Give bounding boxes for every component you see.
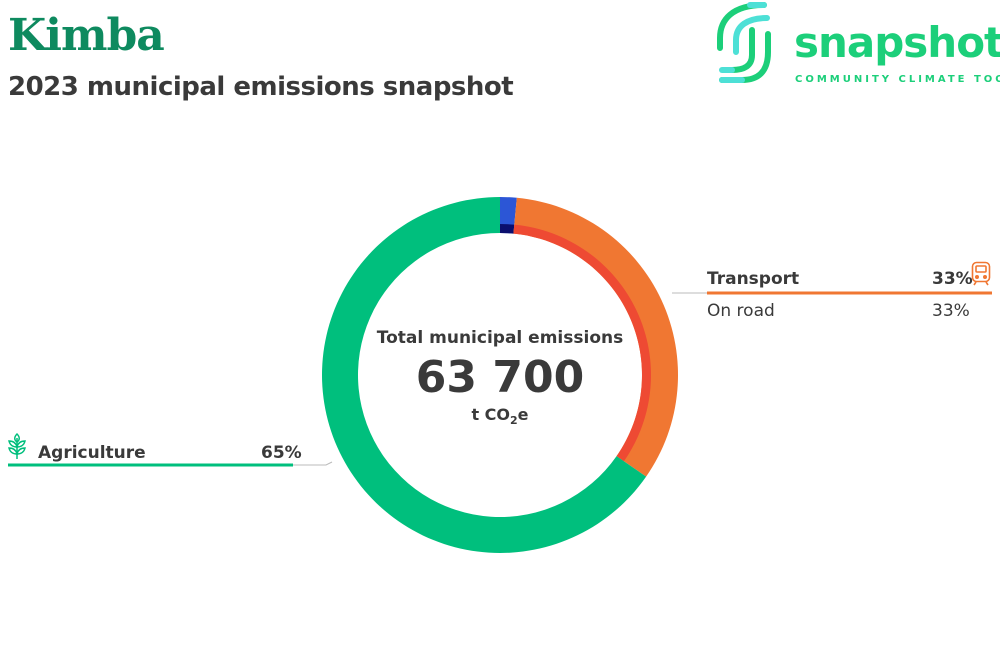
total-label: Total municipal emissions xyxy=(376,328,624,348)
agriculture-connector-line xyxy=(293,461,333,466)
agriculture-label: Agriculture xyxy=(38,443,146,463)
snapshot-logo: snapshot COMMUNITY CLIMATE TOOL xyxy=(712,0,1000,95)
transport-arc xyxy=(513,197,678,477)
transport-label: Transport xyxy=(707,269,800,289)
on-road-inner-arc xyxy=(513,224,651,462)
on-road-label: On road xyxy=(707,301,775,321)
logo-wordmark: snapshot xyxy=(794,18,1000,67)
transport-percent: 33% xyxy=(932,269,973,289)
page-subtitle: 2023 municipal emissions snapshot xyxy=(8,72,514,102)
agriculture-percent: 65% xyxy=(261,443,302,463)
page-title: Kimba xyxy=(8,10,165,61)
on-road-percent: 33% xyxy=(932,301,970,321)
wheat-icon xyxy=(8,432,26,459)
logo-tagline: COMMUNITY CLIMATE TOOL xyxy=(795,74,1000,85)
unit-text: t CO xyxy=(471,405,511,424)
train-icon xyxy=(971,261,991,286)
fingerprint-logo-icon xyxy=(717,2,771,83)
unit-subscript: 2 xyxy=(510,414,518,428)
unit-suffix: e xyxy=(517,405,529,424)
sector-0-sub-0-inner-arc xyxy=(500,224,515,234)
total-unit: t CO2e xyxy=(350,405,650,427)
total-value: 63 700 xyxy=(415,352,585,403)
